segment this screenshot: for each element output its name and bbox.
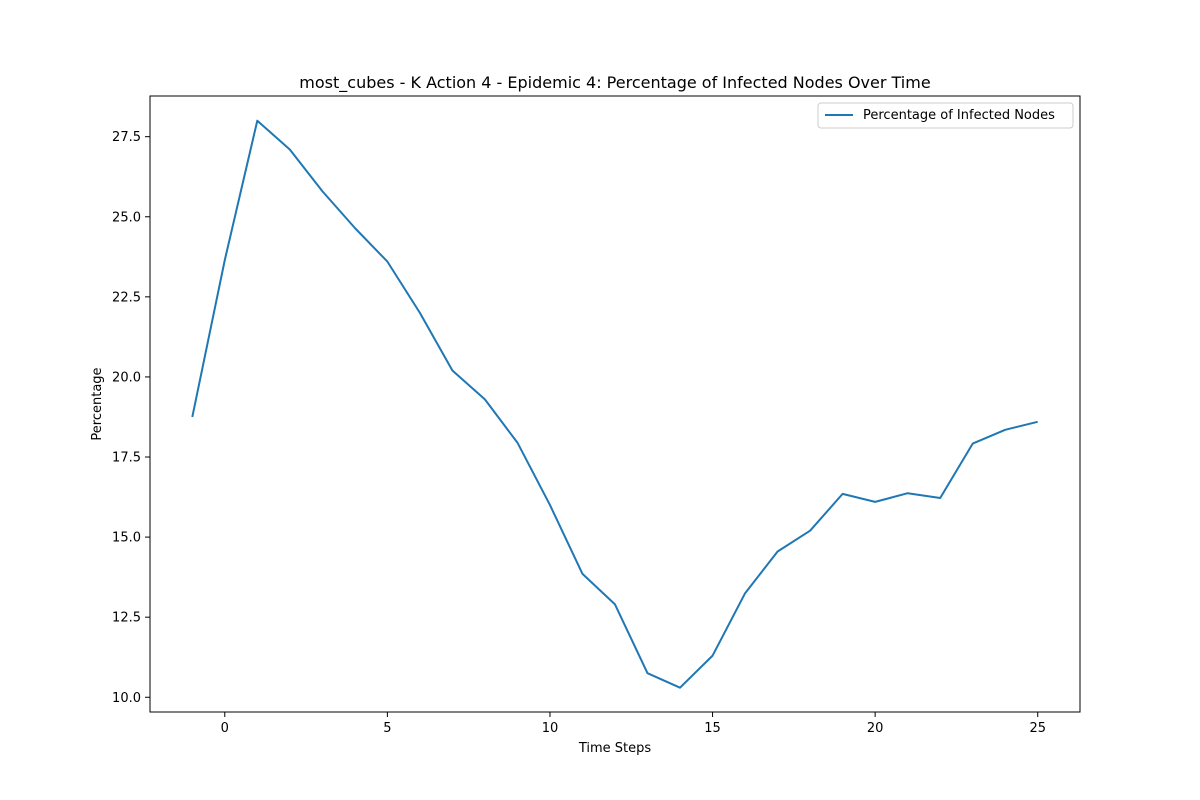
x-tick-label: 20 xyxy=(867,721,884,736)
axis-ticks: 0 5 10 15 20 25 10.0 12.5 15.0 17.5 20.0 22.5 25.0 27… xyxy=(112,130,1046,736)
series-line xyxy=(191,119,1038,689)
y-tick-label: 17.5 xyxy=(112,451,141,466)
legend-label: Percentage of Infected Nodes xyxy=(863,108,1055,123)
legend: Percentage of Infected Nodes xyxy=(817,102,1074,129)
series-points xyxy=(192,121,1037,688)
y-tick-label: 25.0 xyxy=(112,210,141,225)
y-tick-label: 10.0 xyxy=(112,691,141,706)
y-tick-label: 12.5 xyxy=(112,611,141,626)
x-tick-label: 15 xyxy=(704,721,721,736)
legend-box xyxy=(817,102,1074,129)
y-axis-label: Percentage xyxy=(90,367,105,440)
x-tick-label: 10 xyxy=(542,721,559,736)
y-tick-label: 27.5 xyxy=(112,130,141,145)
x-tick-label: 0 xyxy=(221,721,229,736)
plot-frame xyxy=(149,95,1081,713)
chart-title: most_cubes - K Action 4 - Epidemic 4: Pe… xyxy=(299,73,930,93)
x-tick-label: 5 xyxy=(383,721,391,736)
y-tick-label: 20.0 xyxy=(112,370,141,385)
y-tick-label: 15.0 xyxy=(112,531,141,546)
x-axis-label: Time Steps xyxy=(578,741,652,756)
y-tick-label: 22.5 xyxy=(112,290,141,305)
x-tick-label: 25 xyxy=(1029,721,1046,736)
